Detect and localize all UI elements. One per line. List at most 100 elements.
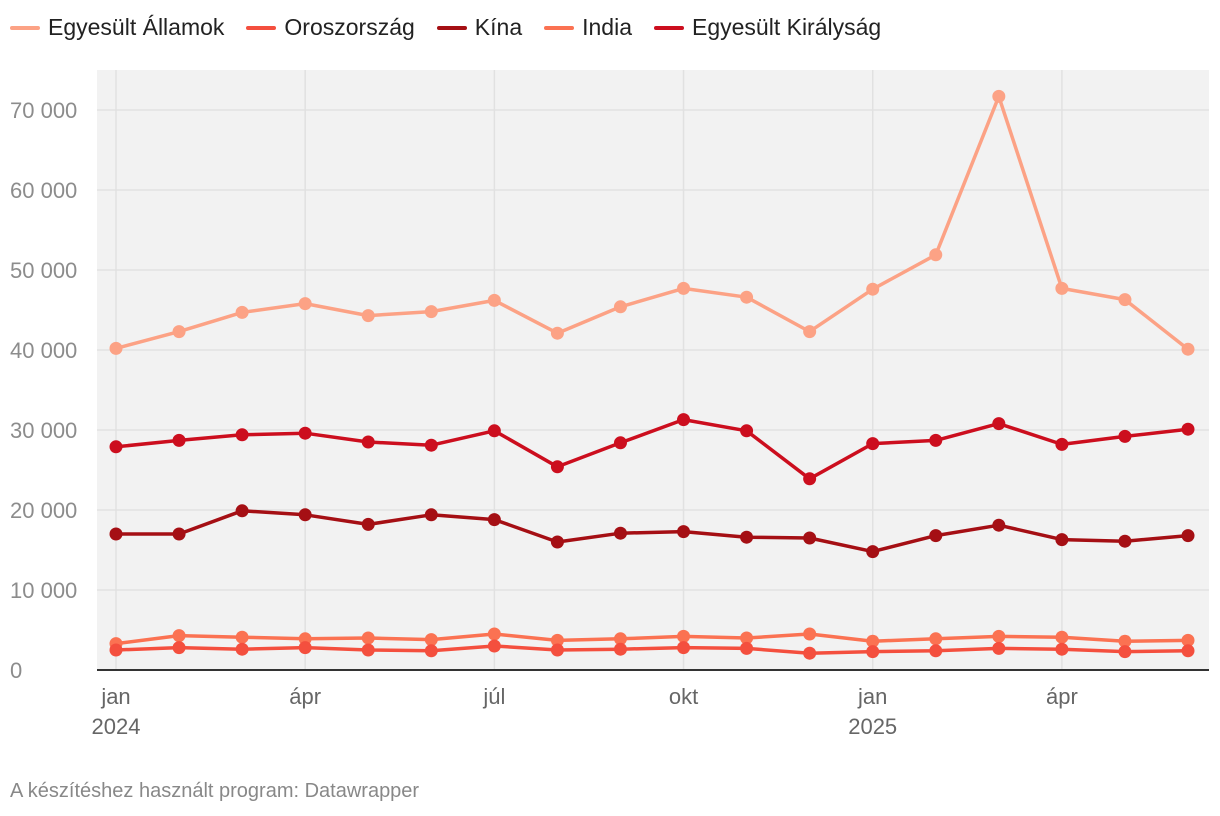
series-line [114, 94, 1190, 351]
data-point [803, 531, 817, 545]
data-point [109, 643, 123, 657]
series-line [114, 632, 1190, 646]
data-point [424, 633, 438, 647]
legend-swatch-india [544, 25, 575, 30]
data-point [235, 642, 249, 656]
legend-swatch-egyesult-allamok [10, 25, 40, 30]
legend-item-kina: Kína [436, 14, 523, 41]
data-point [740, 424, 754, 438]
data-point [929, 632, 943, 646]
data-point [1055, 281, 1069, 295]
data-point [1118, 645, 1132, 659]
data-point [424, 508, 438, 522]
data-point [677, 413, 691, 427]
credit-text: A készítéshez használt program: Datawrap… [10, 780, 420, 802]
y-tick-label: 30 000 [10, 418, 77, 443]
y-tick-label: 40 000 [10, 338, 77, 363]
data-point [235, 305, 249, 319]
x-tick-label: ápr [1046, 684, 1078, 709]
data-point [550, 460, 564, 474]
data-point [172, 527, 186, 541]
data-point [298, 508, 312, 522]
data-point [677, 641, 691, 655]
data-point [550, 535, 564, 549]
series-line [114, 417, 1190, 481]
x-tick-year-label: 2025 [848, 714, 897, 739]
x-tick-label: jan [100, 684, 130, 709]
legend-swatch-egyesult-kiralysag [654, 25, 684, 30]
data-point [1181, 633, 1195, 647]
chart-legend: Egyesült Államok Oroszország Kína India … [10, 14, 881, 41]
data-point [1055, 437, 1069, 451]
legend-item-india: India [544, 14, 632, 41]
data-point [613, 632, 627, 646]
data-point [550, 633, 564, 647]
y-tick-label: 0 [10, 658, 22, 683]
data-point [803, 627, 817, 641]
legend-label-kina: Kína [474, 14, 523, 40]
plot-background [97, 70, 1209, 670]
y-tick-label: 70 000 [10, 98, 77, 123]
data-point [487, 424, 501, 438]
data-point [1055, 533, 1069, 547]
data-point [613, 436, 627, 450]
data-point [866, 545, 880, 559]
data-point [109, 527, 123, 541]
legend-swatch-oroszorszag [246, 25, 277, 30]
data-point [740, 290, 754, 304]
data-point [172, 641, 186, 655]
data-point [487, 639, 501, 653]
x-tick-label: okt [669, 684, 698, 709]
x-tick-year-label: 2024 [92, 714, 141, 739]
legend-swatch-kina [436, 25, 467, 30]
y-tick-label: 50 000 [10, 258, 77, 283]
legend-item-egyesult-allamok: Egyesült Államok [10, 14, 224, 41]
data-point [361, 435, 375, 449]
data-point [992, 89, 1006, 103]
data-point [172, 433, 186, 447]
data-point [487, 293, 501, 307]
data-point [424, 644, 438, 658]
data-point [803, 325, 817, 339]
data-point [929, 433, 943, 447]
data-point [929, 248, 943, 262]
data-point [298, 297, 312, 311]
data-point [803, 472, 817, 486]
data-point [992, 417, 1006, 431]
data-point [361, 643, 375, 657]
x-tick-label: ápr [289, 684, 321, 709]
series-line [114, 509, 1190, 554]
data-point [109, 440, 123, 454]
data-point [803, 646, 817, 660]
data-point [740, 631, 754, 645]
data-point [1118, 293, 1132, 307]
x-tick-label: júl [482, 684, 505, 709]
data-point [1055, 642, 1069, 656]
series-line [114, 644, 1190, 655]
data-point [866, 634, 880, 648]
data-point [740, 641, 754, 655]
x-tick-label: jan [857, 684, 887, 709]
data-point [235, 428, 249, 442]
data-point [929, 529, 943, 543]
data-point [1055, 630, 1069, 644]
data-point [1118, 429, 1132, 443]
data-point [740, 530, 754, 544]
data-point [361, 631, 375, 645]
data-point [361, 309, 375, 323]
data-point [109, 341, 123, 355]
data-point [298, 641, 312, 655]
data-point [487, 513, 501, 527]
data-point [613, 526, 627, 540]
data-point [1181, 529, 1195, 543]
legend-label-oroszorszag: Oroszország [284, 14, 415, 40]
data-point [424, 438, 438, 452]
y-tick-label: 60 000 [10, 178, 77, 203]
data-point [677, 629, 691, 643]
data-point [866, 282, 880, 296]
data-point [172, 629, 186, 643]
data-point [487, 627, 501, 641]
data-point [1181, 644, 1195, 658]
data-point [992, 518, 1006, 532]
